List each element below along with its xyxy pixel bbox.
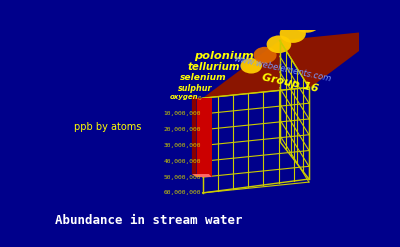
Text: selenium: selenium (180, 73, 226, 82)
Text: 10,000,000: 10,000,000 (164, 111, 201, 116)
Text: tellurium: tellurium (188, 62, 240, 72)
Text: Group 16: Group 16 (260, 72, 319, 94)
Text: 60,000,000: 60,000,000 (164, 190, 201, 195)
Polygon shape (192, 174, 212, 177)
Text: oxygen: oxygen (170, 94, 199, 100)
Text: sulphur: sulphur (178, 83, 213, 93)
Polygon shape (280, 41, 309, 179)
Polygon shape (203, 87, 309, 193)
Ellipse shape (280, 24, 306, 43)
Ellipse shape (254, 47, 277, 63)
Text: 50,000,000: 50,000,000 (164, 175, 201, 180)
Text: polonium: polonium (194, 51, 254, 61)
Ellipse shape (267, 35, 291, 53)
Text: Abundance in stream water: Abundance in stream water (55, 214, 242, 227)
Polygon shape (203, 30, 388, 98)
Polygon shape (192, 95, 196, 177)
Text: 30,000,000: 30,000,000 (164, 143, 201, 148)
Text: ppb by atoms: ppb by atoms (74, 123, 142, 132)
Text: www.webelements.com: www.webelements.com (232, 54, 332, 84)
Text: 0: 0 (198, 96, 201, 101)
Text: 20,000,000: 20,000,000 (164, 127, 201, 132)
FancyBboxPatch shape (196, 98, 212, 177)
Text: 40,000,000: 40,000,000 (164, 159, 201, 164)
Ellipse shape (240, 58, 262, 74)
Ellipse shape (293, 13, 320, 33)
